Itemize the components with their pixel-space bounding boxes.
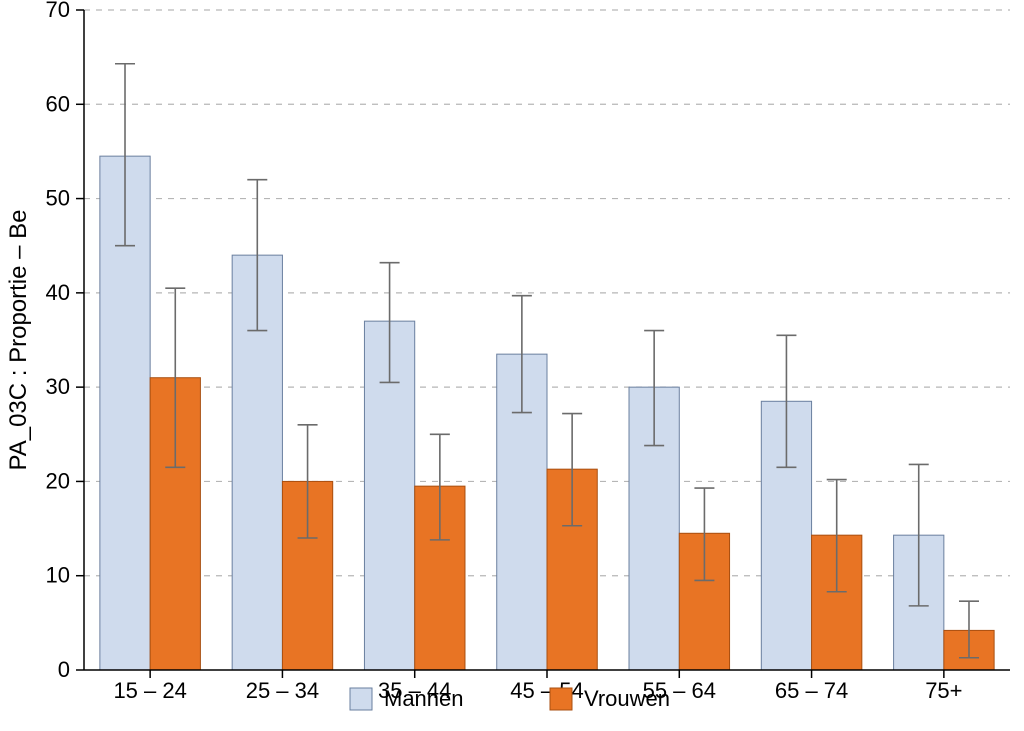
bar-chart: 01020304050607015 – 2425 – 3435 – 4445 –… bbox=[0, 0, 1024, 731]
legend-label: Vrouwen bbox=[584, 686, 670, 711]
y-tick-label: 40 bbox=[46, 280, 70, 305]
x-tick-label: 65 – 74 bbox=[775, 678, 848, 703]
y-tick-label: 0 bbox=[58, 657, 70, 682]
legend-swatch bbox=[550, 688, 572, 710]
y-tick-label: 30 bbox=[46, 374, 70, 399]
y-axis-label: PA_03C : Proportie – Be bbox=[5, 209, 32, 470]
chart-container: 01020304050607015 – 2425 – 3435 – 4445 –… bbox=[0, 0, 1024, 731]
legend-swatch bbox=[350, 688, 372, 710]
y-tick-label: 70 bbox=[46, 0, 70, 22]
y-tick-label: 60 bbox=[46, 91, 70, 116]
x-tick-label: 45 – 54 bbox=[510, 678, 583, 703]
legend-label: Mannen bbox=[384, 686, 464, 711]
y-tick-label: 20 bbox=[46, 468, 70, 493]
x-tick-label: 25 – 34 bbox=[246, 678, 319, 703]
y-tick-label: 10 bbox=[46, 563, 70, 588]
x-tick-label: 15 – 24 bbox=[113, 678, 186, 703]
x-tick-label: 75+ bbox=[925, 678, 962, 703]
y-tick-label: 50 bbox=[46, 186, 70, 211]
